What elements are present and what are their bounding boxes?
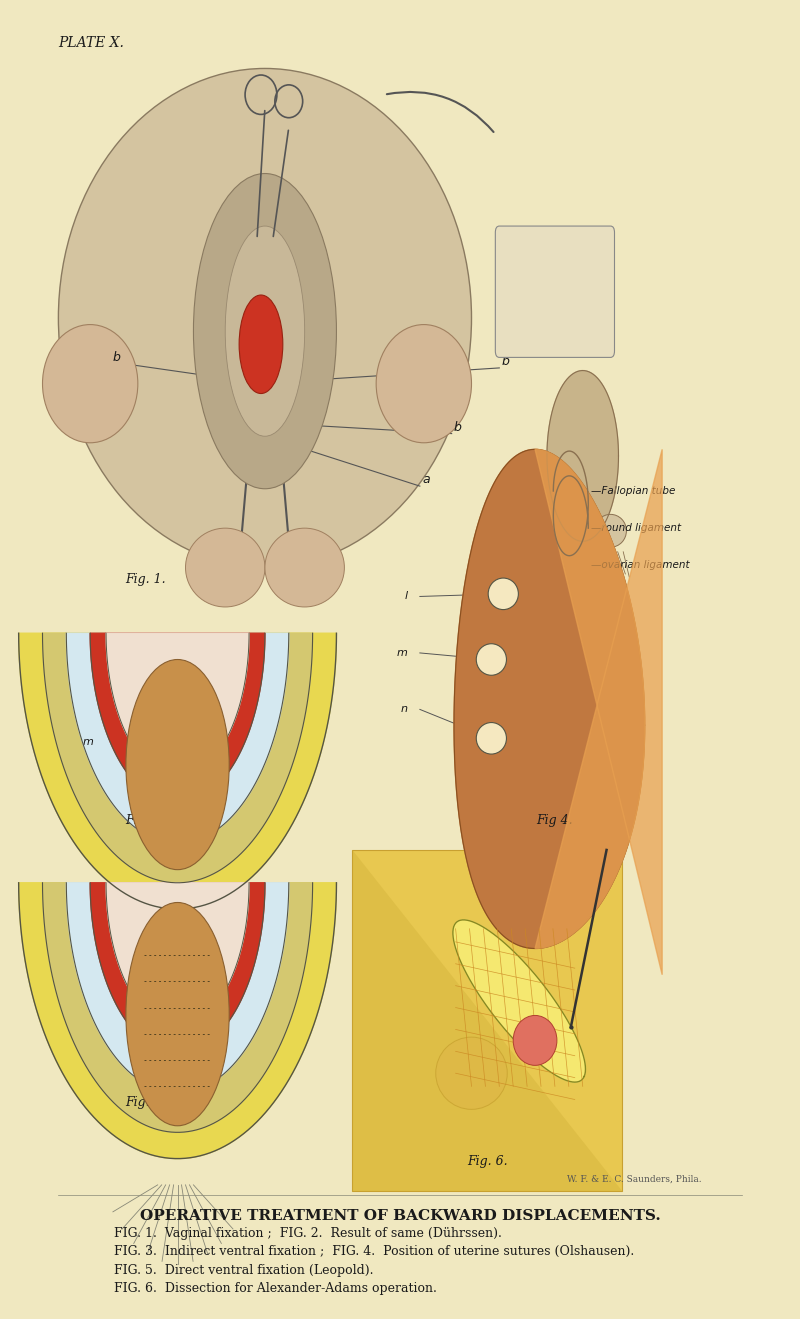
FancyBboxPatch shape	[495, 226, 614, 357]
Ellipse shape	[126, 902, 229, 1126]
Ellipse shape	[488, 578, 518, 609]
Ellipse shape	[594, 514, 626, 547]
Text: b: b	[454, 421, 462, 434]
Polygon shape	[106, 882, 249, 1028]
Text: Fig. 6.: Fig. 6.	[467, 1155, 508, 1169]
Polygon shape	[352, 849, 622, 1191]
Text: Fig. 5.: Fig. 5.	[126, 1096, 166, 1109]
Polygon shape	[42, 882, 313, 1132]
Ellipse shape	[186, 528, 265, 607]
Text: OPERATIVE TREATMENT OF BACKWARD DISPLACEMENTS.: OPERATIVE TREATMENT OF BACKWARD DISPLACE…	[140, 1208, 660, 1223]
Polygon shape	[106, 633, 249, 778]
Ellipse shape	[239, 295, 283, 393]
Polygon shape	[42, 633, 313, 882]
Polygon shape	[535, 450, 662, 975]
Polygon shape	[18, 882, 337, 1158]
Polygon shape	[352, 849, 622, 1191]
Text: m: m	[82, 737, 93, 747]
Polygon shape	[453, 919, 586, 1082]
Text: Fig 4.: Fig 4.	[537, 814, 574, 827]
Text: Fig. 2.: Fig. 2.	[582, 574, 623, 587]
Ellipse shape	[476, 644, 506, 675]
Text: m: m	[397, 648, 408, 658]
Text: —round ligament: —round ligament	[590, 524, 681, 533]
Text: W. F. & E. C. Saunders, Phila.: W. F. & E. C. Saunders, Phila.	[567, 1174, 702, 1183]
Text: Fig. 1.: Fig. 1.	[126, 574, 166, 587]
Polygon shape	[18, 633, 337, 909]
Text: FIG. 1.  Vaginal fixation ;  FIG. 2.  Result of same (Dührssen).: FIG. 1. Vaginal fixation ; FIG. 2. Resul…	[114, 1227, 502, 1240]
Ellipse shape	[58, 69, 471, 567]
Ellipse shape	[265, 528, 344, 607]
Polygon shape	[454, 450, 645, 948]
Text: —Fallopian tube: —Fallopian tube	[590, 487, 675, 496]
Text: PLATE X.: PLATE X.	[58, 36, 124, 50]
Text: l: l	[405, 591, 408, 601]
Ellipse shape	[514, 1016, 557, 1066]
Polygon shape	[90, 633, 265, 805]
Text: FIG. 5.  Direct ventral fixation (Leopold).: FIG. 5. Direct ventral fixation (Leopold…	[114, 1264, 374, 1277]
Text: b: b	[502, 355, 510, 368]
Ellipse shape	[376, 324, 471, 443]
Polygon shape	[90, 882, 265, 1054]
Ellipse shape	[194, 174, 337, 489]
Text: n: n	[401, 704, 408, 715]
Polygon shape	[547, 371, 618, 541]
Ellipse shape	[126, 660, 229, 869]
Polygon shape	[66, 633, 289, 843]
Polygon shape	[66, 882, 289, 1093]
Text: FIG. 6.  Dissection for Alexander-Adams operation.: FIG. 6. Dissection for Alexander-Adams o…	[114, 1282, 437, 1295]
Ellipse shape	[42, 324, 138, 443]
Ellipse shape	[476, 723, 506, 754]
Ellipse shape	[226, 226, 305, 437]
Text: Fig. 3.: Fig. 3.	[126, 814, 166, 827]
Text: —ovarian ligament: —ovarian ligament	[590, 561, 690, 570]
Text: FIG. 3.  Indirect ventral fixation ;  FIG. 4.  Position of uterine sutures (Olsh: FIG. 3. Indirect ventral fixation ; FIG.…	[114, 1245, 634, 1258]
Text: a: a	[422, 474, 430, 487]
Ellipse shape	[436, 1037, 507, 1109]
Text: b: b	[113, 351, 120, 364]
